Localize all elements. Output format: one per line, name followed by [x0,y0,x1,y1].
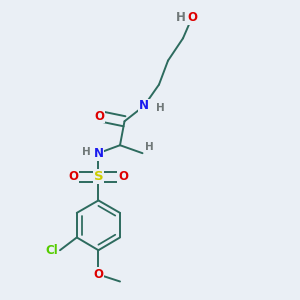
Text: S: S [94,170,103,183]
Text: O: O [118,170,128,183]
Text: H: H [82,147,91,157]
Text: H: H [156,103,165,112]
Text: N: N [139,100,149,112]
Text: N: N [93,147,103,160]
Text: O: O [94,110,105,123]
Text: Cl: Cl [46,244,58,257]
Text: O: O [187,11,197,24]
Text: H: H [176,11,186,24]
Text: O: O [93,268,103,281]
Text: O: O [68,170,79,183]
Text: H: H [145,142,154,152]
